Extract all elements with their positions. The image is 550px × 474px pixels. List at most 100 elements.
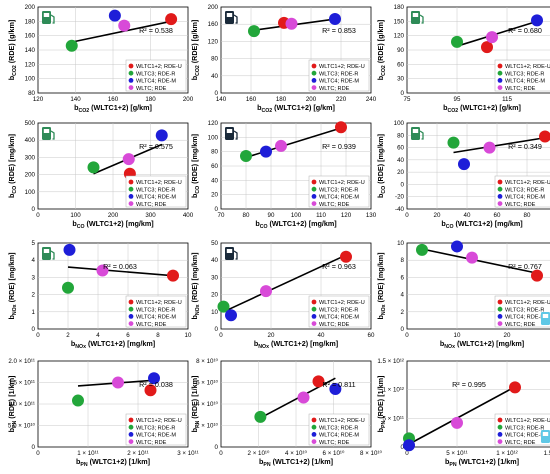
- pump-hose: [50, 130, 55, 140]
- x-tick-label: 3 × 10¹¹: [177, 450, 199, 457]
- y-tick-label: 0: [215, 206, 219, 213]
- legend-entry: WLTC3; RDE-R: [505, 425, 544, 431]
- y-tick-label: 2: [401, 309, 405, 316]
- legend-marker: [128, 179, 134, 185]
- pump-window: [43, 129, 50, 133]
- x-tick-label: 240: [366, 96, 377, 103]
- y-tick-label: 2 × 10¹⁰: [196, 423, 218, 430]
- data-point: [531, 269, 543, 282]
- x-tick-label: 70: [218, 212, 225, 219]
- data-point: [240, 149, 252, 162]
- x-tick-label: 180: [145, 96, 156, 103]
- y-tick-label: 0: [401, 326, 405, 333]
- legend-entry: WLTC3; RDE-R: [505, 187, 544, 193]
- data-point: [254, 410, 267, 423]
- y-tick-label: 1.0 × 10¹¹: [8, 401, 35, 408]
- legend-marker: [311, 78, 317, 83]
- r-squared-label: R² = 0.811: [322, 380, 355, 389]
- x-axis-label: bCO (WLTC1+2) [mg/km]: [441, 219, 522, 230]
- legend-entry: WLTC4; RDE-M: [136, 315, 176, 321]
- x-tick-label: 40: [318, 332, 325, 339]
- data-point: [531, 14, 543, 27]
- x-tick-label: 120: [341, 212, 352, 219]
- x-tick-label: 95: [454, 96, 461, 103]
- pump-hose: [50, 14, 55, 24]
- legend-marker: [497, 299, 503, 305]
- legend-marker: [497, 321, 503, 326]
- legend-entry: WLTC4; RDE-M: [505, 79, 545, 85]
- data-point: [108, 9, 121, 22]
- y-tick-label: 180: [394, 4, 405, 11]
- data-point: [72, 394, 84, 407]
- y-tick-label: 60: [211, 163, 218, 170]
- data-point: [297, 391, 310, 404]
- data-point: [451, 416, 463, 429]
- legend-marker: [128, 194, 134, 199]
- legend-entry: WLTC1+2; RDE-U: [136, 418, 182, 424]
- legend-entry: WLTC; RDE: [319, 440, 350, 446]
- x-tick-label: 4 × 10¹⁰: [285, 450, 307, 457]
- legend-marker: [311, 321, 317, 326]
- legend-marker: [497, 417, 503, 423]
- legend-box: [494, 413, 550, 446]
- fuel-pump-icon-dark: [225, 11, 238, 24]
- legend-marker: [497, 194, 503, 199]
- legend-entry: WLTC3; RDE-R: [319, 425, 358, 431]
- r-squared-label: R² = 0.995: [452, 380, 486, 389]
- data-point: [509, 381, 521, 394]
- legend-entry: WLTC; RDE: [505, 202, 536, 208]
- legend-box: [125, 413, 187, 446]
- chart-3-1: 0 2 × 10¹⁰ 4 × 10¹⁰ 6 × 10¹⁰ 8 × 10¹⁰ 0 2 × 10…: [190, 358, 382, 468]
- legend-marker: [311, 186, 317, 192]
- x-axis-label: bPN (WLTC1+2) [1/km]: [76, 457, 150, 468]
- x-tick-label: 400: [183, 212, 194, 219]
- r-squared-label: R² = 0.538: [139, 26, 173, 35]
- data-point: [483, 141, 496, 154]
- legend-entry: WLTC; RDE: [505, 86, 536, 92]
- y-tick-label: 4: [32, 257, 36, 264]
- legend-entry: WLTC4; RDE-M: [136, 433, 176, 439]
- r-squared-label: R² = 0.963: [322, 262, 356, 271]
- legend-box: [494, 295, 550, 328]
- data-point: [225, 309, 237, 322]
- data-point: [312, 375, 325, 388]
- y-tick-label: 6: [401, 274, 405, 281]
- legend-marker: [311, 424, 317, 430]
- x-tick-label: 20: [504, 332, 511, 339]
- x-tick-label: 40: [464, 212, 471, 219]
- pump-body: [42, 11, 51, 24]
- data-point: [144, 384, 157, 397]
- legend-marker: [311, 70, 317, 76]
- chart-0-2: 75951151350306090120150180bCO2 (WLTC1+2)…: [376, 4, 550, 114]
- legend-entry: WLTC1+2; RDE-U: [319, 64, 365, 70]
- y-tick-label: 0: [32, 326, 36, 333]
- legend-marker: [497, 439, 503, 444]
- y-tick-label: 40: [211, 257, 218, 264]
- data-point: [275, 139, 287, 152]
- y-tick-label: 1: [32, 309, 36, 316]
- y-tick-label: 80: [211, 56, 218, 63]
- legend-marker: [497, 306, 503, 312]
- legend-entry: WLTC3; RDE-R: [505, 307, 544, 313]
- x-tick-label: 80: [243, 212, 250, 219]
- y-axis-label: bCO2 (RDE) [g/km]: [7, 20, 18, 81]
- y-tick-label: 30: [397, 76, 404, 83]
- y-tick-label: 160: [208, 21, 219, 28]
- legend-marker: [497, 201, 503, 207]
- y-tick-label: 0: [215, 326, 219, 333]
- legend-entry: WLTC3; RDE-R: [319, 71, 358, 77]
- x-tick-label: 140: [70, 96, 81, 103]
- legend-entry: WLTC4; RDE-M: [505, 433, 545, 439]
- chart-3-2: 0 5 × 10¹¹ 1 × 10¹² 1.5 × 10¹² 0 5 × 10¹¹ 1 × …: [376, 358, 550, 468]
- x-tick-label: 2: [66, 332, 70, 339]
- x-tick-label: 100: [70, 212, 81, 219]
- pump-hose: [419, 14, 424, 24]
- legend-marker: [128, 85, 134, 90]
- chart-1-1: 70 80 90 100 110 120 130 0 20 40 60 80 100 120 bCO (WL…: [190, 120, 377, 230]
